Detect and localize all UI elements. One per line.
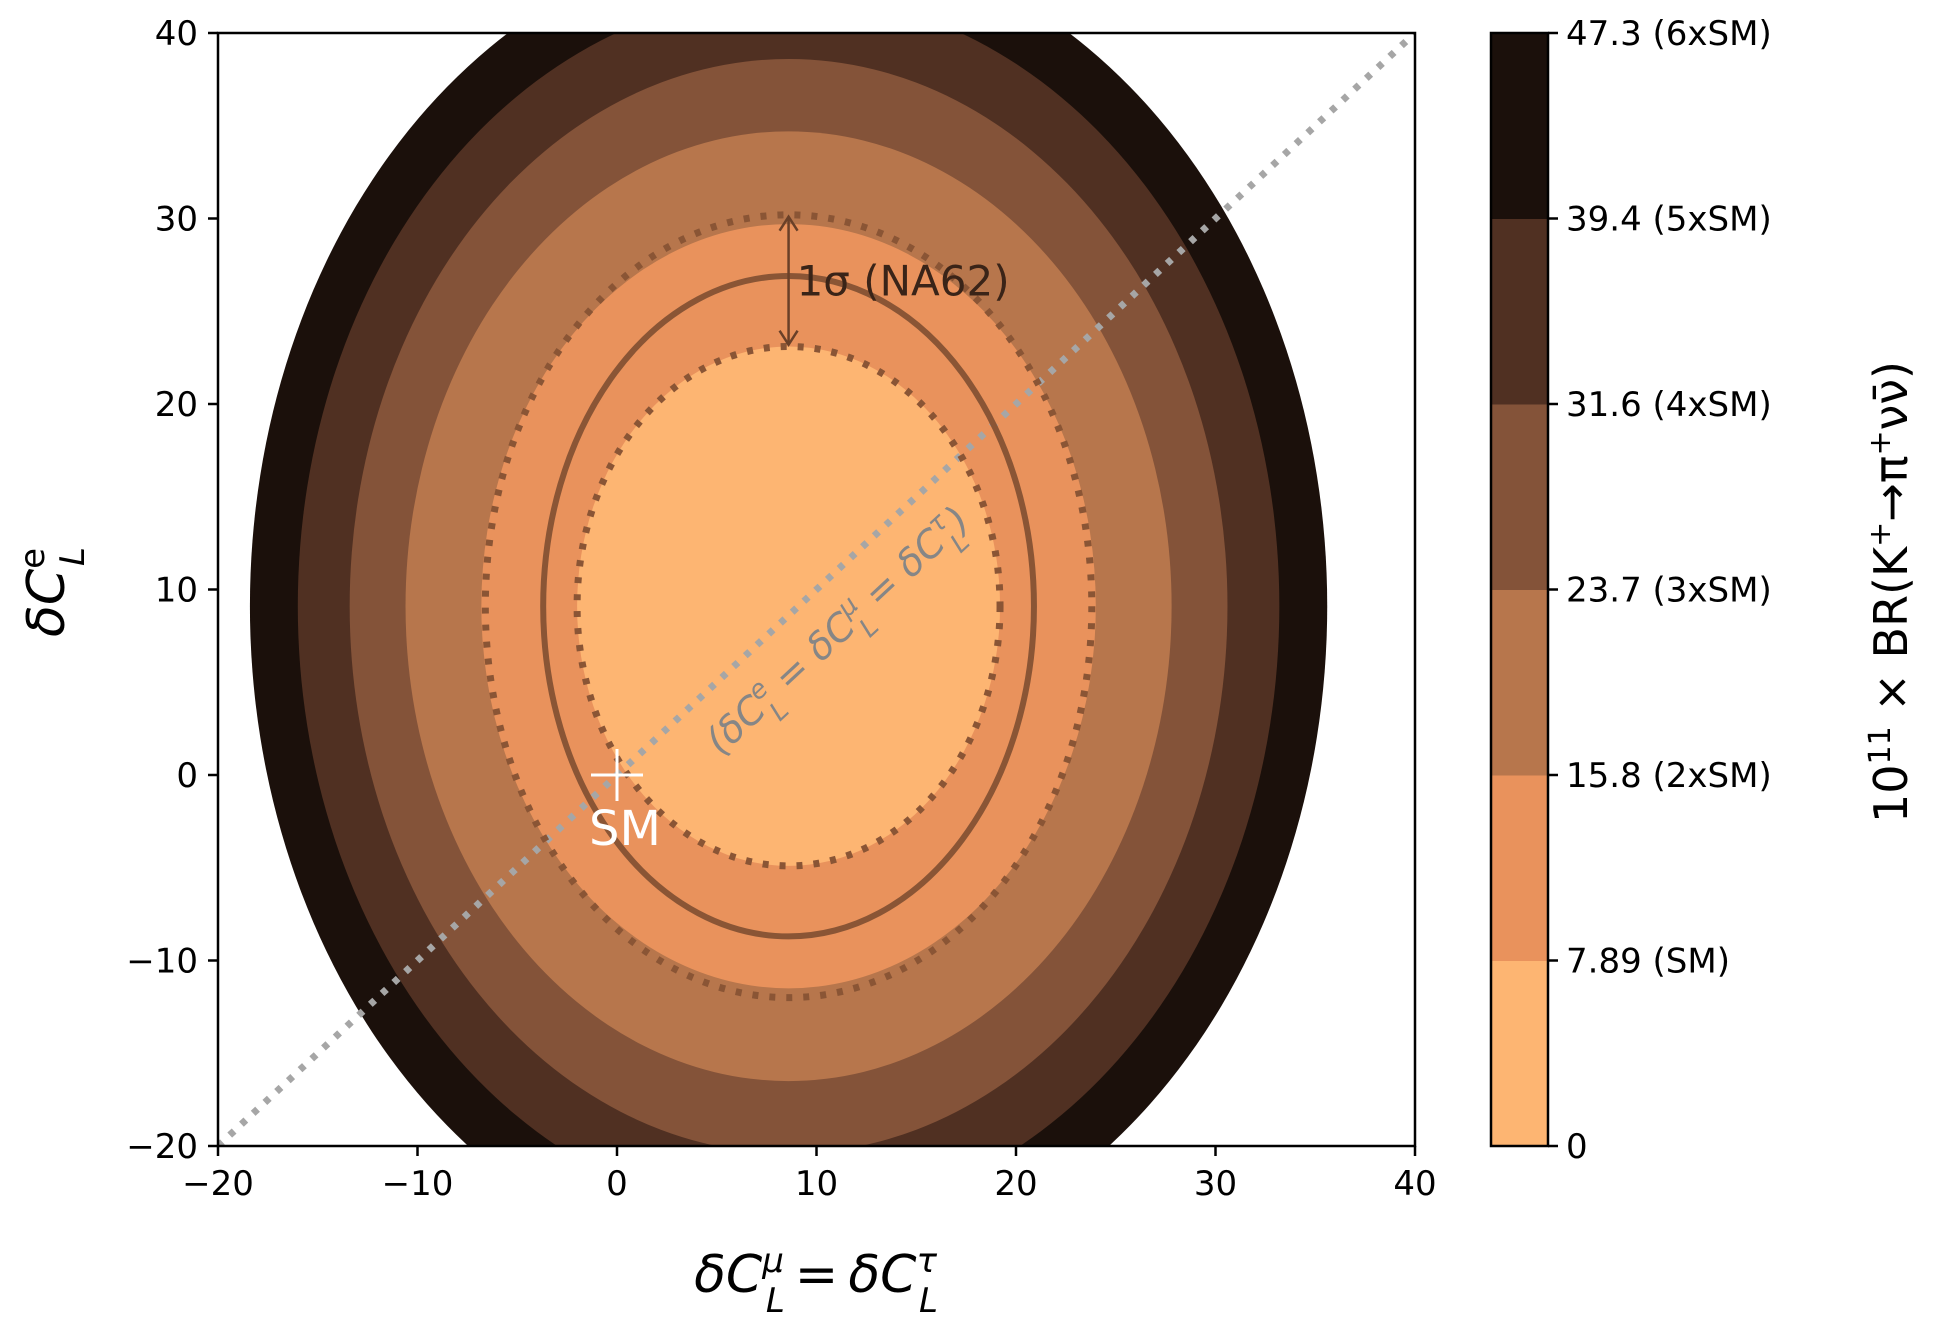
colorbar-title: 1011 × BR(K+→π+νν̄) <box>1863 361 1919 823</box>
sigma-label: 1σ (NA62) <box>797 257 1010 306</box>
colorbar-ticks: 0 7.89 (SM) 15.8 (2xSM) 23.7 (3xSM) 31.6 (4x… <box>1548 14 1772 1167</box>
overlay-lines <box>218 33 1415 1146</box>
y-tick-label: −20 <box>126 1127 198 1167</box>
x-axis-title: δCμ L = δCτ L <box>694 1241 938 1319</box>
y-tick-label: 30 <box>155 200 198 240</box>
x-tick-label: 40 <box>1393 1164 1436 1204</box>
colorbar-segment-0 <box>1491 960 1548 1147</box>
sigma-arrow-head-top <box>778 214 799 232</box>
y-tick-label: −10 <box>126 942 198 982</box>
colorbar <box>1491 33 1548 1147</box>
y-axis-title: δCeL <box>13 547 93 637</box>
colorbar-tick-label: 0 <box>1566 1127 1588 1167</box>
y-tick-label: 0 <box>176 756 198 796</box>
x-axis-ticks: −20 −10 0 10 20 30 40 <box>182 1146 1437 1204</box>
sm-point-marker <box>591 749 643 801</box>
x-tick-label: −10 <box>382 1164 454 1204</box>
colorbar-tick-label: 7.89 (SM) <box>1566 942 1730 982</box>
colorbar-segment-5 <box>1491 33 1548 219</box>
colorbar-tick-label: 15.8 (2xSM) <box>1566 756 1772 796</box>
sigma-arrow-head-bottom <box>778 329 799 347</box>
x-tick-label: 0 <box>606 1164 628 1204</box>
x-tick-label: 20 <box>994 1164 1037 1204</box>
colorbar-tick-label: 39.4 (5xSM) <box>1566 200 1772 240</box>
y-tick-label: 10 <box>155 571 198 611</box>
colorbar-tick-label: 23.7 (3xSM) <box>1566 571 1772 611</box>
diagonal-line <box>218 33 1415 1146</box>
x-tick-label: −20 <box>182 1164 254 1204</box>
y-tick-label: 40 <box>155 14 198 54</box>
colorbar-segment-1 <box>1491 775 1548 961</box>
y-tick-label: 20 <box>155 385 198 425</box>
colorbar-segment-4 <box>1491 218 1548 405</box>
colorbar-segment-3 <box>1491 404 1548 590</box>
x-tick-label: 10 <box>795 1164 838 1204</box>
y-axis-ticks: −20 −10 0 10 20 30 40 <box>126 14 218 1167</box>
colorbar-segment-2 <box>1491 589 1548 776</box>
x-tick-label: 30 <box>1194 1164 1237 1204</box>
contour-regions <box>250 33 1328 1146</box>
sm-label: SM <box>589 801 661 857</box>
colorbar-tick-label: 47.3 (6xSM) <box>1566 14 1772 54</box>
contour-region-0 <box>577 346 1001 866</box>
colorbar-tick-label: 31.6 (4xSM) <box>1566 385 1772 425</box>
na62-band-outer <box>481 211 1096 1002</box>
na62-band-inner <box>573 342 1004 870</box>
